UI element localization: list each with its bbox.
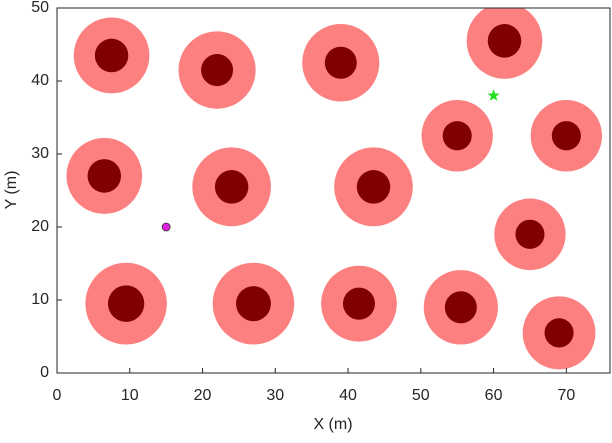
obstacle [324,46,357,79]
x-tick-label: 30 [266,387,284,404]
obstacle [444,291,477,324]
obstacle [356,170,391,204]
obstacle [442,121,472,151]
obstacle [87,159,122,193]
axes-box [56,7,611,374]
start-point [161,222,171,232]
goal-point [487,89,500,101]
obstacle [551,121,581,151]
marks [66,8,602,370]
y-tick-label: 40 [31,72,49,89]
x-tick-label: 10 [121,387,139,404]
x-tick-label: 40 [339,387,357,404]
x-tick-label: 20 [194,387,212,404]
x-tick-label: 70 [557,387,575,404]
obstacle [214,170,249,204]
x-axis-label: X (m) [313,416,352,433]
x-tick-label: 0 [53,387,62,404]
obstacle [544,318,574,348]
y-tick-label: 0 [40,364,49,381]
obstacle [235,286,271,322]
y-tick-label: 20 [31,218,49,235]
obstacle [515,219,545,249]
obstacle [107,285,145,322]
obstacle [487,24,522,58]
obstacle [201,53,234,87]
y-tick-label: 50 [31,0,49,16]
obstacle [342,287,375,320]
x-tick-label: 60 [485,387,503,404]
y-axis-label: Y (m) [3,171,20,210]
y-tick-label: 10 [31,291,49,308]
x-tick-label: 50 [412,387,430,404]
y-tick-label: 30 [31,145,49,162]
obstacle [94,38,129,73]
